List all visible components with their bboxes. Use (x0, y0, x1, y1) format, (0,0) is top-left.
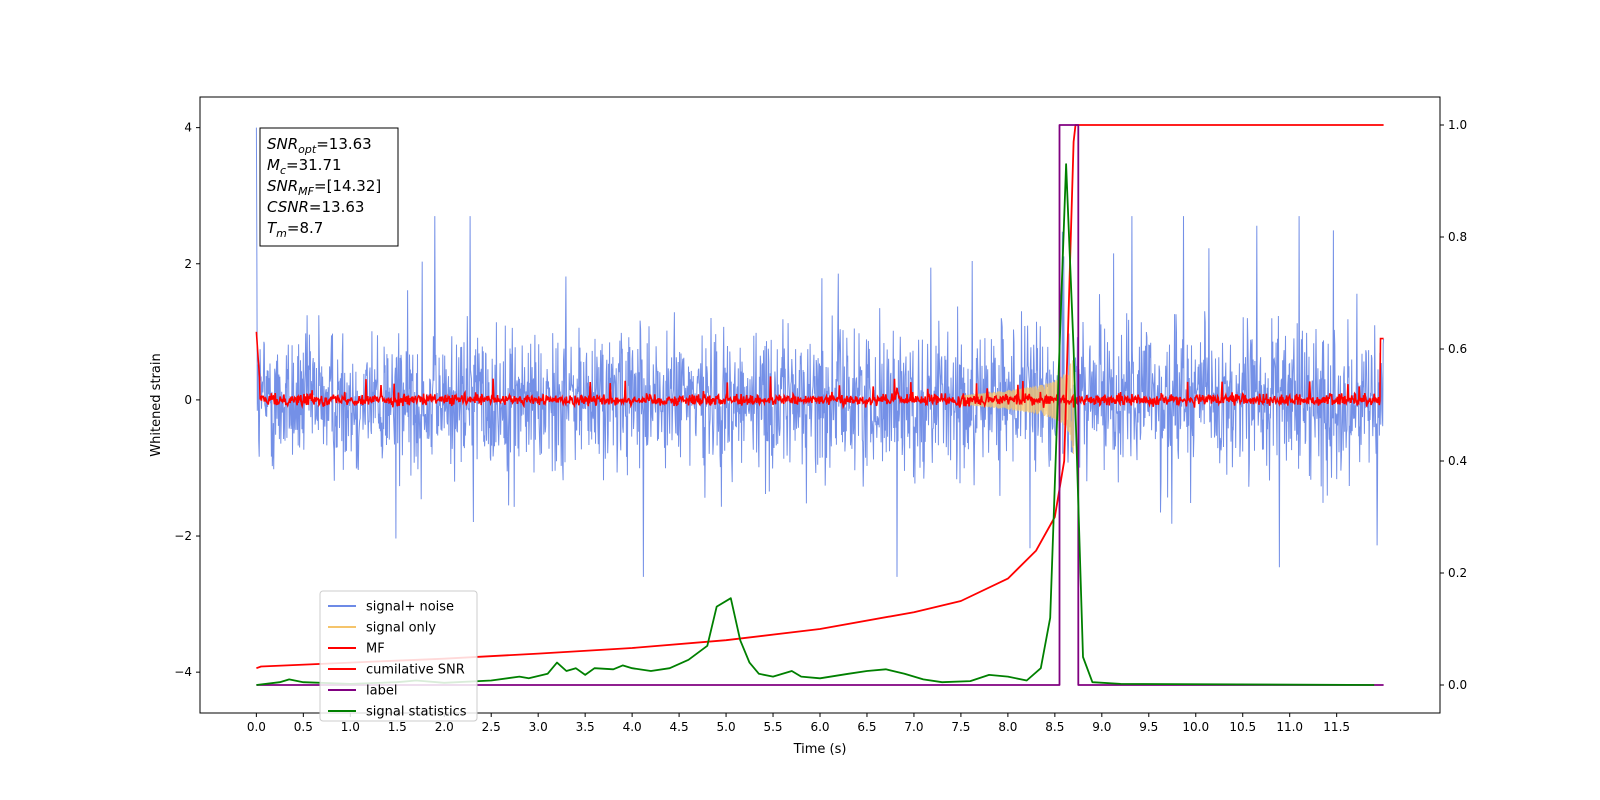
x-tick-label: 8.5 (1045, 720, 1064, 734)
x-tick-label: 6.0 (810, 720, 829, 734)
x-tick-label: 7.0 (904, 720, 923, 734)
y-tick-label-left: −2 (174, 529, 192, 543)
legend-label: label (366, 684, 397, 699)
y-tick-label-right: 0.0 (1448, 678, 1467, 692)
x-axis: 0.0 0.5 1.0 1.5 2.0 2.5 3.0 3.5 4.0 4.5 5.0 5.5 6.0 6… (247, 713, 1350, 734)
y-tick-label-right: 1.0 (1448, 118, 1467, 132)
series-signal-statistics (256, 163, 1375, 686)
x-tick-label: 8.0 (998, 720, 1017, 734)
y-axis-left: 4 2 0 −2 −4 (174, 121, 200, 679)
x-tick-label: 4.5 (670, 720, 689, 734)
x-tick-label: 9.0 (1092, 720, 1111, 734)
annotation-line: CSNR=13.63 (267, 198, 364, 216)
x-tick-label: 11.0 (1276, 720, 1303, 734)
x-tick-label: 2.0 (435, 720, 454, 734)
legend-label: MF (366, 642, 385, 657)
x-tick-label: 1.0 (341, 720, 360, 734)
x-tick-label: 7.5 (951, 720, 970, 734)
x-tick-label: 6.5 (857, 720, 876, 734)
annotation-line: Tm=8.7 (267, 219, 323, 240)
legend-label: signal+ noise (366, 600, 454, 615)
annotation-line: Mc=31.71 (267, 156, 342, 177)
annotation-line: SNRopt=13.63 (267, 135, 372, 156)
y-axis-right: 1.0 0.8 0.6 0.4 0.2 0.0 (1440, 118, 1467, 692)
series-mf (255, 331, 1384, 410)
y-tick-label-right: 0.8 (1448, 230, 1467, 244)
y-tick-label-right: 0.4 (1448, 454, 1467, 468)
x-tick-label: 3.5 (576, 720, 595, 734)
annotation-line: SNRMF=[14.32] (267, 177, 381, 198)
x-tick-label: 4.0 (623, 720, 642, 734)
series-label (256, 124, 1384, 686)
legend-label: signal only (366, 621, 436, 636)
x-tick-label: 0.5 (294, 720, 313, 734)
y-tick-label-left: −4 (174, 665, 192, 679)
x-axis-label: Time (s) (793, 742, 847, 757)
x-tick-label: 10.0 (1182, 720, 1209, 734)
y-tick-label-left: 2 (184, 257, 192, 271)
y-tick-label-right: 0.2 (1448, 566, 1467, 580)
x-tick-label: 3.0 (529, 720, 548, 734)
x-tick-label: 5.5 (763, 720, 782, 734)
y-tick-label-left: 0 (184, 393, 192, 407)
legend-label: signal statistics (366, 705, 467, 720)
y-tick-label-right: 0.6 (1448, 342, 1467, 356)
legend-frame (319, 590, 478, 722)
x-tick-label: 0.0 (247, 720, 266, 734)
x-tick-label: 11.5 (1323, 720, 1350, 734)
legend: signal+ noise signal only MF cumilative SNR… (319, 590, 478, 722)
x-tick-label: 9.5 (1139, 720, 1158, 734)
annotation-frame (259, 127, 399, 247)
annotation-box: SNRopt=13.63Mc=31.71SNRMF=[14.32]CSNR=13… (259, 127, 399, 247)
y-axis-label: Whitened strain (149, 353, 164, 456)
x-tick-label: 2.5 (482, 720, 501, 734)
x-tick-label: 1.5 (388, 720, 407, 734)
legend-label: cumilative SNR (366, 663, 465, 678)
x-tick-label: 5.0 (717, 720, 736, 734)
x-tick-label: 10.5 (1229, 720, 1256, 734)
y-tick-label-left: 4 (184, 121, 192, 135)
